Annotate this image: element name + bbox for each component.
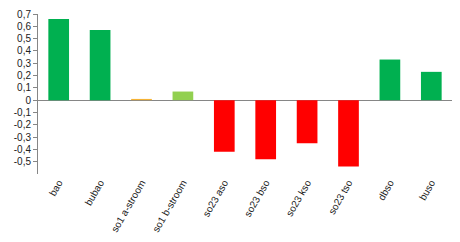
svg-text:so1 b-stroom: so1 b-stroom: [150, 178, 189, 234]
svg-text:-0,2: -0,2: [14, 119, 32, 130]
svg-text:buso: buso: [417, 178, 438, 203]
svg-text:0,4: 0,4: [17, 45, 31, 56]
svg-text:0,5: 0,5: [17, 33, 31, 44]
svg-text:so1 a-stroom: so1 a-stroom: [109, 178, 148, 234]
svg-text:so23 tso: so23 tso: [326, 178, 355, 217]
svg-text:0,2: 0,2: [17, 70, 31, 81]
svg-text:bubao: bubao: [83, 178, 107, 208]
svg-text:-0,4: -0,4: [14, 144, 32, 155]
svg-text:0: 0: [25, 95, 31, 106]
svg-text:0,7: 0,7: [17, 9, 31, 20]
svg-text:so23 aso: so23 aso: [201, 178, 231, 219]
svg-text:so23 kso: so23 kso: [284, 178, 314, 219]
svg-text:dbso: dbso: [376, 178, 397, 203]
svg-text:bao: bao: [47, 178, 65, 198]
svg-text:-0,5: -0,5: [14, 156, 32, 167]
svg-text:-0,3: -0,3: [14, 132, 32, 143]
svg-text:0,3: 0,3: [17, 58, 31, 69]
svg-text:0,1: 0,1: [17, 82, 31, 93]
svg-text:so23 bso: so23 bso: [242, 178, 272, 219]
svg-text:-0,1: -0,1: [14, 107, 32, 118]
svg-text:0,6: 0,6: [17, 21, 31, 32]
